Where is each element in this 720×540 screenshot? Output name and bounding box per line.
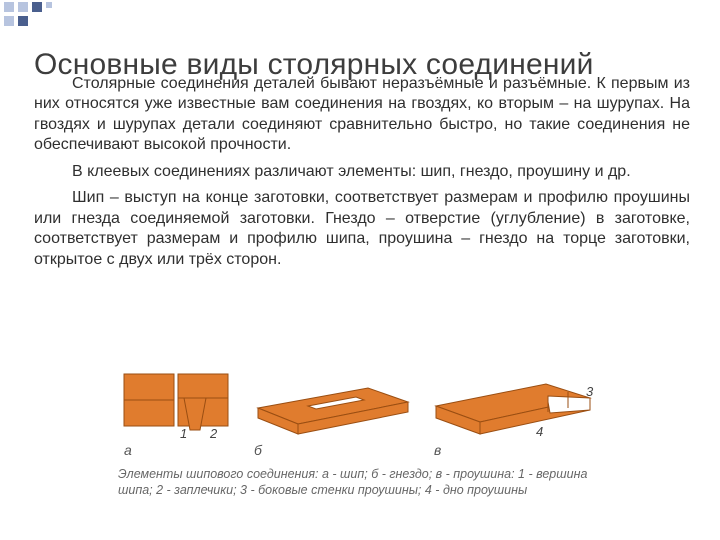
corner-decoration — [0, 0, 100, 40]
callout-3: 3 — [586, 384, 593, 399]
diagram-label: б — [254, 442, 262, 458]
body-text: Столярные соединения деталей бывают нера… — [34, 74, 690, 276]
diagram-a: а 1 2 — [118, 368, 238, 440]
paragraph: Столярные соединения деталей бывают нера… — [34, 74, 690, 156]
paragraph: В клеевых соединениях различают элементы… — [34, 162, 690, 182]
diagram-label: а — [124, 442, 132, 458]
paragraph: Шип – выступ на конце заготовки, соответ… — [34, 188, 690, 270]
diagram-row: а 1 2 б — [118, 368, 598, 440]
figure: а 1 2 б — [118, 368, 598, 499]
callout-4: 4 — [536, 424, 543, 439]
figure-caption: Элементы шипового соединения: а - шип; б… — [118, 466, 598, 499]
callout-2: 2 — [210, 426, 217, 441]
callout-1: 1 — [180, 426, 187, 441]
diagram-label: в — [434, 442, 441, 458]
slide: Основные виды столярных соединений Столя… — [0, 0, 720, 540]
diagram-c: в 3 4 — [428, 368, 598, 440]
diagram-b: б — [248, 368, 418, 440]
